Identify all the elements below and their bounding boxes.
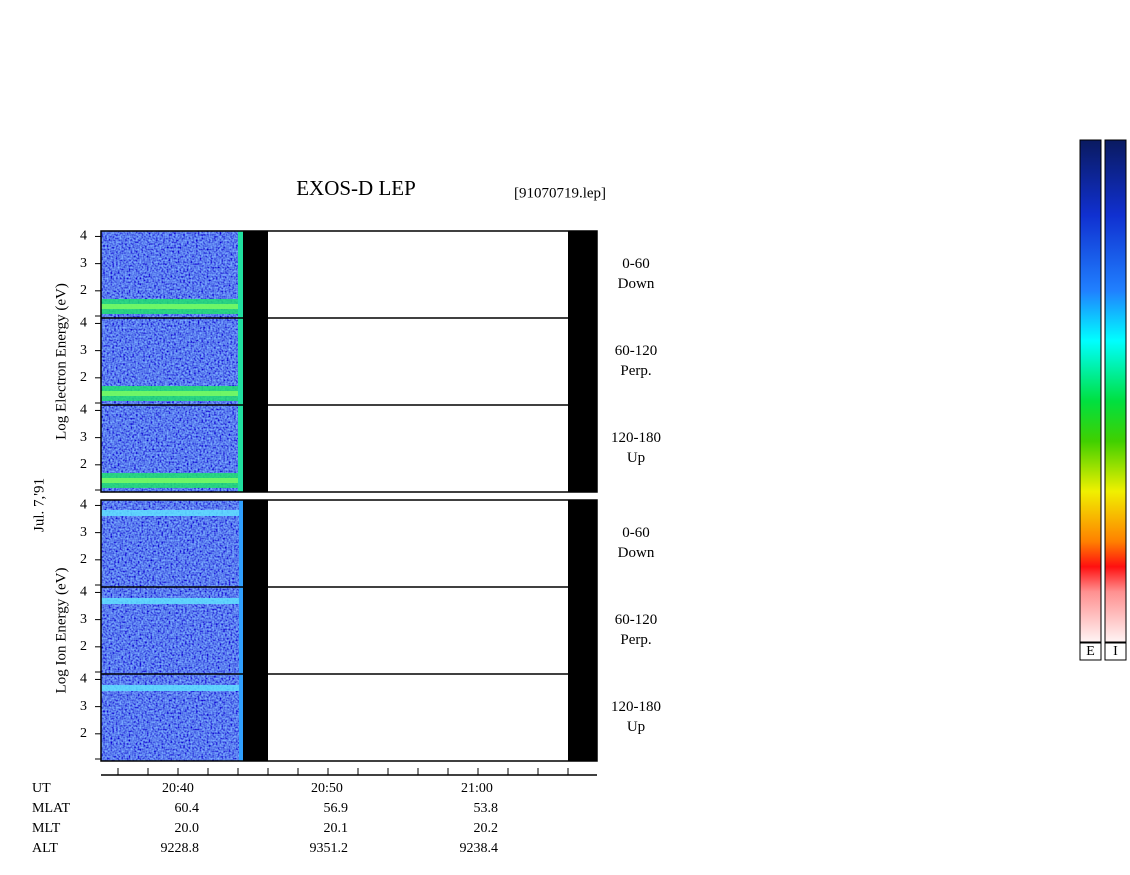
ephemeris-label: MLAT: [32, 801, 71, 816]
spectrogram-band: [101, 510, 243, 516]
angle-range: 60-120: [615, 612, 658, 628]
y-tick-label: 3: [80, 430, 87, 445]
y-tick-label: 3: [80, 256, 87, 271]
ephemeris-value: 9351.2: [310, 841, 349, 856]
y-tick-label: 2: [80, 639, 87, 654]
spectrogram-band: [101, 478, 243, 483]
no-data: [568, 231, 597, 492]
colorbar: [1079, 139, 1102, 643]
angle-range: 120-180: [611, 430, 661, 446]
colorbar-label-box: [1079, 642, 1102, 661]
y-tick-label: 4: [80, 672, 87, 687]
spectrogram-edge: [238, 231, 243, 492]
ephemeris-value: 20.2: [474, 821, 499, 836]
y-tick-label: 4: [80, 229, 87, 244]
angle-direction: Down: [618, 545, 655, 561]
angle-direction: Perp.: [620, 632, 651, 648]
y-tick-label: 2: [80, 457, 87, 472]
ephemeris-value: 20:40: [162, 781, 194, 796]
spectrogram-edge: [239, 500, 243, 761]
y-axis-label: Log Electron Energy (eV): [53, 283, 69, 440]
ephemeris-value: 56.9: [324, 801, 349, 816]
ephemeris-value: 20.0: [175, 821, 200, 836]
y-tick-label: 2: [80, 726, 87, 741]
angle-range: 120-180: [611, 699, 661, 715]
ephemeris-label: MLT: [32, 821, 61, 836]
spectrogram: [101, 500, 243, 761]
no-data: [243, 500, 268, 761]
spectrogram-band: [101, 598, 243, 604]
angle-direction: Up: [627, 719, 645, 735]
y-tick-label: 2: [80, 552, 87, 567]
colorbar-label-box: [1104, 642, 1127, 661]
angle-direction: Perp.: [620, 363, 651, 379]
plots: 2 3 4 0-60 Down 2 3 4 60-120 Perp. 2 3 4 120-180 Up Log…: [53, 229, 661, 762]
angle-direction: Up: [627, 450, 645, 466]
angle-range: 0-60: [622, 525, 650, 541]
spectrogram-band: [101, 304, 243, 309]
ephemeris-value: 53.8: [474, 801, 499, 816]
file-name: [91070719.lep]: [514, 185, 606, 201]
y-tick-label: 3: [80, 343, 87, 358]
ephemeris-value: 20.1: [324, 821, 349, 836]
no-data: [243, 231, 268, 492]
y-tick-label: 4: [80, 585, 87, 600]
colorbar-label: E: [1086, 644, 1095, 659]
ephemeris: UT 20:40 20:50 21:00 MLAT 60.4 56.9 53.8 MLT 20.0…: [32, 781, 498, 856]
angle-direction: Down: [618, 276, 655, 292]
ephemeris-value: 21:00: [461, 781, 493, 796]
panel-frame: [100, 230, 598, 493]
time-axis: [101, 768, 597, 776]
date: Jul. 7,'91: [31, 478, 47, 532]
ephemeris-label: ALT: [32, 841, 58, 856]
y-tick-label: 2: [80, 370, 87, 385]
ephemeris-value: 20:50: [311, 781, 343, 796]
y-tick-label: 4: [80, 403, 87, 418]
angle-range: 0-60: [622, 256, 650, 272]
colorbar: [1104, 139, 1127, 643]
colorbar-label: I: [1113, 644, 1118, 659]
y-tick-label: 4: [80, 498, 87, 513]
y-tick-label: 4: [80, 316, 87, 331]
y-tick-label: 3: [80, 699, 87, 714]
angle-range: 60-120: [615, 343, 658, 359]
ephemeris-value: 60.4: [175, 801, 200, 816]
ephemeris-label: UT: [32, 781, 51, 796]
spectrogram: [101, 231, 243, 492]
spectrogram-band: [101, 685, 243, 691]
y-tick-label: 2: [80, 283, 87, 298]
ephemeris-value: 9228.8: [161, 841, 200, 856]
no-data: [568, 500, 597, 761]
y-tick-label: 3: [80, 525, 87, 540]
panel-frame: [100, 499, 598, 762]
ephemeris-value: 9238.4: [460, 841, 499, 856]
y-axis-label: Log Ion Energy (eV): [53, 568, 69, 694]
spectrogram-band: [101, 391, 243, 396]
y-tick-label: 3: [80, 612, 87, 627]
title: EXOS-D LEP: [296, 176, 416, 200]
